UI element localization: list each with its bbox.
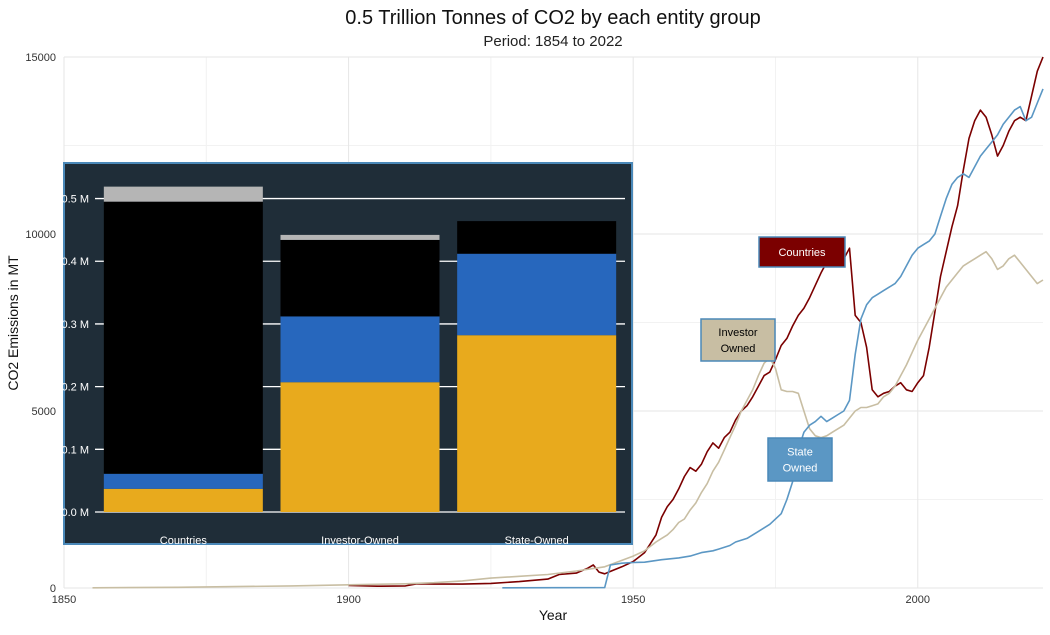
series-line-investor-owned bbox=[92, 250, 1044, 589]
stacked-bar-segment bbox=[280, 316, 440, 383]
stacked-bar-segment bbox=[103, 201, 263, 474]
stacked-bar-segment bbox=[457, 335, 617, 512]
series-label-box bbox=[767, 437, 833, 482]
inset-bar-chart: 0.0 M 0.1 M 0.2 M 0.3 M 0.4 M 0.5 M Countries I… bbox=[61, 162, 633, 547]
stacked-bar-segment bbox=[457, 253, 617, 336]
series-label-box bbox=[700, 318, 776, 362]
inset-y-tick-label: 0.2 M bbox=[61, 382, 89, 394]
y-tick-label: 15000 bbox=[25, 52, 56, 64]
inset-x-tick-label: State-Owned bbox=[505, 535, 569, 547]
inset-y-tick-label: 0.4 M bbox=[61, 256, 89, 268]
y-tick-label: 5000 bbox=[32, 406, 56, 418]
chart-subtitle: Period: 1854 to 2022 bbox=[483, 33, 622, 50]
series-label-text: Owned bbox=[721, 343, 756, 355]
inset-y-tick-label: 0.1 M bbox=[61, 444, 89, 456]
series-labels: Countries Investor Owned State Owned bbox=[700, 236, 846, 482]
stacked-bar-segment bbox=[103, 473, 263, 489]
x-tick-label: 2000 bbox=[906, 594, 930, 606]
y-axis-label: CO2 Emissions in MT bbox=[5, 255, 21, 391]
series-line-state-owned bbox=[502, 88, 1044, 589]
inset-y-tick-label: 0.3 M bbox=[61, 319, 89, 331]
x-axis-label: Year bbox=[539, 607, 568, 623]
stacked-bar-segment bbox=[103, 186, 263, 202]
series-label-text: State bbox=[787, 447, 813, 459]
inset-x-tick-label: Investor-Owned bbox=[321, 535, 399, 547]
line-series bbox=[92, 56, 1044, 589]
stacked-bar-segment bbox=[280, 382, 440, 512]
stacked-bar-segment bbox=[280, 239, 440, 317]
y-tick-label: 10000 bbox=[25, 229, 56, 241]
series-label-text: Countries bbox=[778, 247, 826, 259]
stacked-bar-segment bbox=[280, 234, 440, 240]
x-tick-label: 1850 bbox=[52, 594, 76, 606]
inset-y-tick-label: 0.0 M bbox=[61, 507, 89, 519]
inset-y-tick-label: 0.5 M bbox=[61, 194, 89, 206]
y-tick-label: 0 bbox=[50, 583, 56, 595]
x-tick-label: 1950 bbox=[621, 594, 645, 606]
series-label-box bbox=[758, 236, 846, 268]
series-label-text: Investor bbox=[718, 327, 757, 339]
stacked-bar-segment bbox=[103, 488, 263, 512]
inset-x-tick-label: Countries bbox=[160, 535, 208, 547]
series-label-text: Owned bbox=[783, 463, 818, 475]
stacked-bar-segment bbox=[457, 221, 617, 254]
chart-title: 0.5 Trillion Tonnes of CO2 by each entit… bbox=[345, 7, 760, 29]
x-tick-label: 1900 bbox=[336, 594, 360, 606]
main-axes: 0 5000 10000 15000 1850 1900 1950 2000 bbox=[25, 52, 930, 606]
